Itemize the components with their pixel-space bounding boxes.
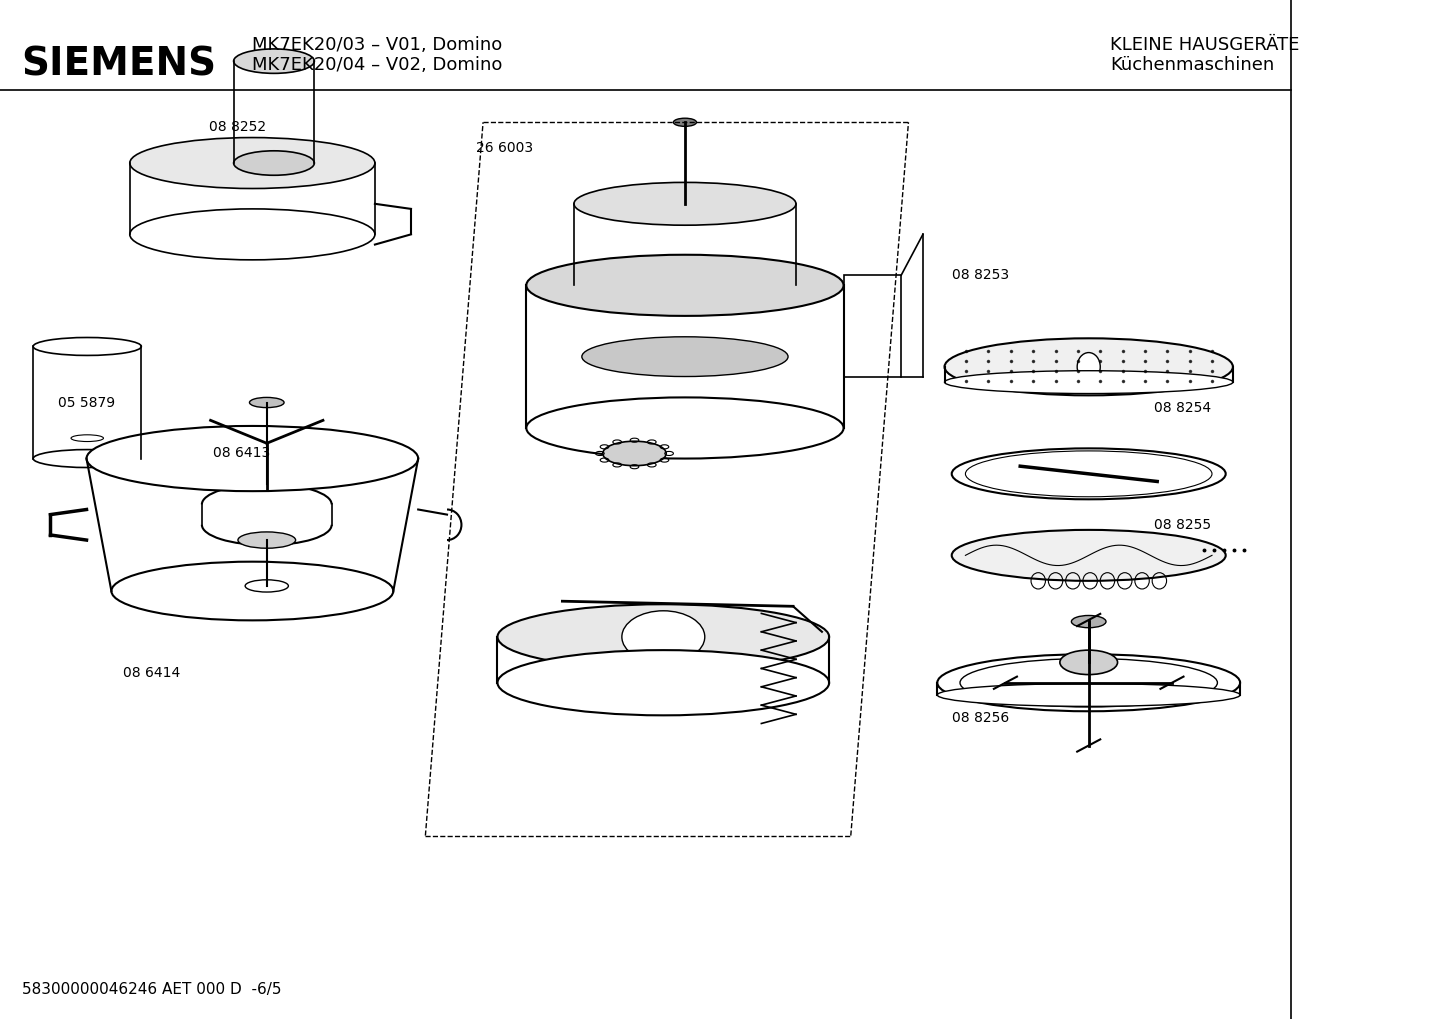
Ellipse shape [1071,615,1106,628]
Ellipse shape [945,371,1233,393]
Ellipse shape [234,151,314,175]
Ellipse shape [497,604,829,669]
Text: Küchenmaschinen: Küchenmaschinen [1110,56,1275,74]
Ellipse shape [937,654,1240,711]
Ellipse shape [622,610,705,663]
Ellipse shape [952,530,1226,581]
Ellipse shape [574,182,796,225]
Text: 58300000046246 AET 000 D  -6/5: 58300000046246 AET 000 D -6/5 [22,981,281,997]
Ellipse shape [1060,650,1118,675]
Ellipse shape [238,532,296,548]
Text: 08 8254: 08 8254 [1154,400,1211,415]
Ellipse shape [87,426,418,491]
Ellipse shape [603,441,666,466]
Text: 08 8256: 08 8256 [952,711,1009,726]
Text: KLEINE HAUSGERÄTE: KLEINE HAUSGERÄTE [1110,36,1299,54]
Text: 08 8252: 08 8252 [209,120,267,135]
Ellipse shape [497,650,829,715]
Ellipse shape [111,561,394,621]
Bar [844,275,901,377]
Ellipse shape [952,448,1226,499]
Text: 08 6414: 08 6414 [123,665,180,680]
Ellipse shape [33,337,141,356]
Ellipse shape [249,479,284,489]
Ellipse shape [33,449,141,468]
Text: SIEMENS: SIEMENS [22,46,216,84]
Ellipse shape [130,209,375,260]
Ellipse shape [574,264,796,307]
Ellipse shape [526,397,844,459]
Ellipse shape [130,138,375,189]
Text: 08 6413: 08 6413 [213,446,271,461]
Ellipse shape [1077,353,1100,381]
Ellipse shape [526,255,844,316]
Ellipse shape [945,338,1233,395]
Text: 08 8255: 08 8255 [1154,518,1211,532]
Ellipse shape [673,118,696,126]
Text: 05 5879: 05 5879 [58,395,115,410]
Ellipse shape [245,580,288,592]
Ellipse shape [581,336,787,377]
Text: MK7EK20/04 – V02, Domino: MK7EK20/04 – V02, Domino [252,56,503,74]
Ellipse shape [249,397,284,408]
Ellipse shape [937,684,1240,706]
Text: 08 8253: 08 8253 [952,268,1009,282]
Text: MK7EK20/03 – V01, Domino: MK7EK20/03 – V01, Domino [252,36,503,54]
Ellipse shape [234,49,314,73]
Text: 26 6003: 26 6003 [476,141,534,155]
